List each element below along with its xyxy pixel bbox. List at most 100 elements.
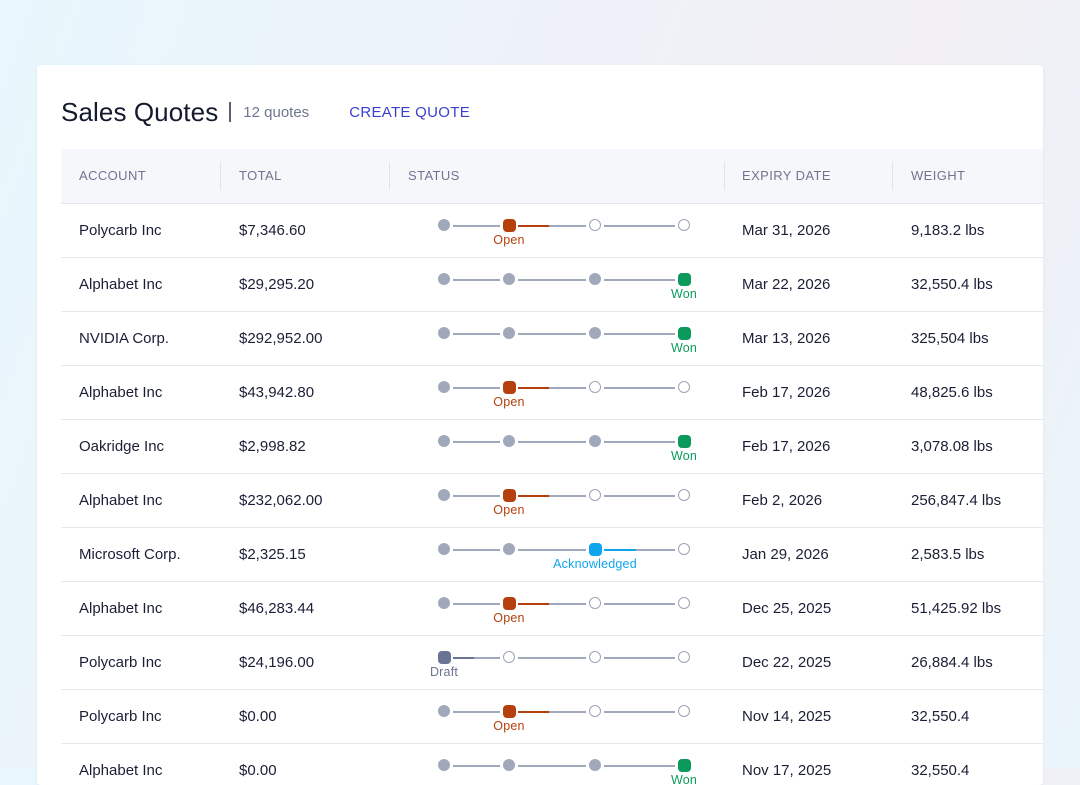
step-complete-icon [589,435,601,447]
step-complete-icon [503,327,515,339]
stepper-connector [453,332,500,335]
table-row[interactable]: Microsoft Corp. $2,325.15 Acknowledged Jan … [61,528,1043,582]
total-cell: $2,998.82 [239,438,306,455]
stepper-connector [604,440,675,443]
column-header-status[interactable]: STATUS [408,168,460,183]
stepper-connector [518,494,586,497]
table-row[interactable]: Polycarb Inc $24,196.00 Draft Dec 22, 2025 2… [61,636,1043,690]
weight-cell: 51,425.92 lbs [911,600,1002,617]
expiry-date-cell: Nov 17, 2025 [742,762,832,779]
step-complete-icon [503,543,515,555]
stepper-connector [453,548,500,551]
status-stepper: Won [430,258,697,311]
total-cell: $232,062.00 [239,492,323,509]
stepper-connector [453,764,500,767]
stepper-connector [453,656,500,659]
status-label: Open [493,611,525,625]
expiry-date-cell: Jan 29, 2026 [742,546,829,563]
table-row[interactable]: Alphabet Inc $46,283.44 Open Dec 25, 2025 51… [61,582,1043,636]
expiry-date-cell: Dec 22, 2025 [742,654,832,671]
account-cell: Alphabet Inc [79,492,163,509]
table-row[interactable]: Alphabet Inc $0.00 Won Nov 17, 2025 32,550.4 [61,744,1043,785]
expiry-date-cell: Nov 14, 2025 [742,708,832,725]
column-divider [724,162,725,190]
step-pending-icon [678,219,690,231]
table-row[interactable]: Alphabet Inc $29,295.20 Won Mar 22, 2026 32,… [61,258,1043,312]
stepper-connector [604,224,675,227]
column-header-weight[interactable]: WEIGHT [911,168,966,183]
account-cell: Polycarb Inc [79,708,162,725]
quotes-card: Sales Quotes 12 quotes CREATE QUOTE ACCO… [37,65,1043,785]
create-quote-button[interactable]: CREATE QUOTE [349,103,471,121]
expiry-date-cell: Feb 17, 2026 [742,384,831,401]
table-row[interactable]: Polycarb Inc $0.00 Open Nov 14, 2025 32,550.… [61,690,1043,744]
step-pending-icon [678,597,690,609]
step-pending-icon [678,705,690,717]
status-stepper: Won [430,312,697,365]
expiry-date-cell: Mar 31, 2026 [742,222,831,239]
stepper-connector [453,278,500,281]
step-pending-icon [678,543,690,555]
step-complete-icon [438,759,450,771]
table-row[interactable]: Alphabet Inc $43,942.80 Open Feb 17, 2026 48… [61,366,1043,420]
stepper-connector [604,710,675,713]
stepper-connector [604,602,675,605]
step-complete-icon [589,273,601,285]
status-stepper: Won [430,420,697,473]
stepper-progress [518,602,549,605]
status-label: Won [670,773,698,785]
weight-cell: 32,550.4 [911,762,970,779]
column-divider [220,162,221,190]
account-cell: Alphabet Inc [79,276,163,293]
stepper-connector [518,332,586,335]
step-pending-icon [678,651,690,663]
total-cell: $292,952.00 [239,330,323,347]
table-row[interactable]: NVIDIA Corp. $292,952.00 Won Mar 13, 2026 32… [61,312,1043,366]
stepper-connector [518,602,586,605]
page-title: Sales Quotes [61,96,219,127]
page-header: Sales Quotes 12 quotes CREATE QUOTE [61,95,470,129]
step-pending-icon [589,219,601,231]
step-complete-icon [438,273,450,285]
step-complete-icon [438,597,450,609]
total-cell: $0.00 [239,708,277,725]
stepper-connector [453,710,500,713]
stepper-connector [604,278,675,281]
weight-cell: 9,183.2 lbs [911,222,985,239]
status-label: Draft [429,665,459,679]
total-cell: $0.00 [239,762,277,779]
stepper-connector [518,440,586,443]
status-stepper: Open [430,474,690,527]
expiry-date-cell: Mar 13, 2026 [742,330,831,347]
column-header-account[interactable]: ACCOUNT [79,168,147,183]
table-row[interactable]: Oakridge Inc $2,998.82 Won Feb 17, 2026 3,07… [61,420,1043,474]
stepper-connector [518,224,586,227]
total-cell: $46,283.44 [239,600,315,617]
table-row[interactable]: Polycarb Inc $7,346.60 Open Mar 31, 2026 9,1… [61,204,1043,258]
step-current-icon [678,272,691,286]
step-complete-icon [503,759,515,771]
table-row[interactable]: Alphabet Inc $232,062.00 Open Feb 2, 2026 25… [61,474,1043,528]
step-complete-icon [438,489,450,501]
status-label: Won [670,287,698,301]
step-complete-icon [438,327,450,339]
stepper-connector [453,224,500,227]
expiry-date-cell: Dec 25, 2025 [742,600,832,617]
column-header-expiry-date[interactable]: EXPIRY DATE [742,168,831,183]
account-cell: Oakridge Inc [79,438,165,455]
step-complete-icon [503,435,515,447]
stepper-connector [604,332,675,335]
status-label: Won [670,449,698,463]
step-complete-icon [438,219,450,231]
step-pending-icon [589,597,601,609]
step-pending-icon [678,381,690,393]
status-label: Acknowledged [553,557,637,571]
step-pending-icon [589,705,601,717]
status-stepper: Open [430,366,690,419]
status-stepper: Won [430,744,697,785]
status-stepper: Open [430,204,690,257]
column-header-total[interactable]: TOTAL [239,168,282,183]
column-divider [389,162,390,190]
title-divider [229,102,232,122]
weight-cell: 32,550.4 lbs [911,276,993,293]
